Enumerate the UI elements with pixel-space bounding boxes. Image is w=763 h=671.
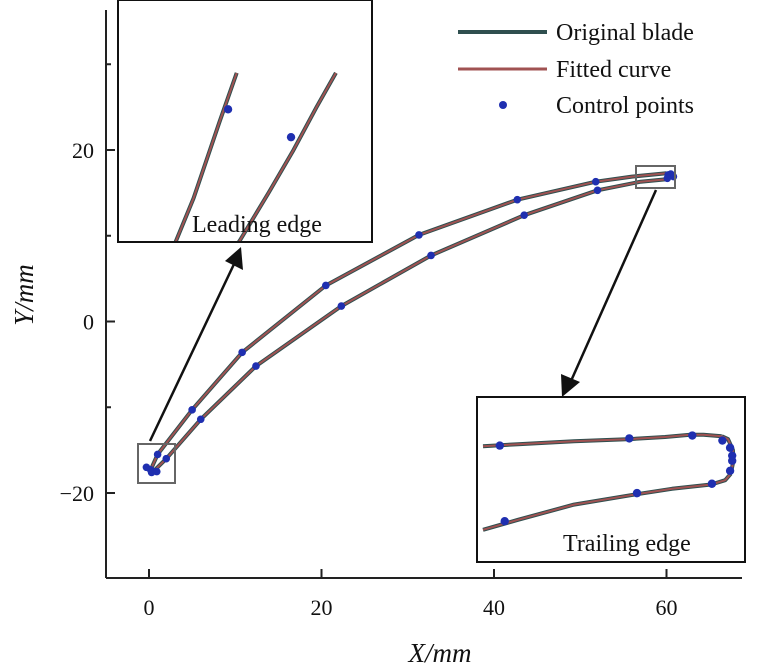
inset-control-point [707, 479, 717, 488]
legend-label-original: Original blade [556, 20, 694, 46]
control-point [152, 467, 161, 476]
control-point [513, 195, 522, 204]
control-points [142, 170, 678, 477]
control-point [663, 174, 672, 183]
inset-control-point [500, 517, 509, 526]
y-axis-title: Y/mm [9, 264, 39, 326]
control-point [196, 415, 205, 424]
x-axis-title: X/mm [408, 638, 472, 668]
pressure-side-fitted [149, 178, 667, 475]
legend: Original blade Fitted curve Control poin… [458, 20, 694, 119]
inset-control-point [162, 252, 170, 260]
inset-control-point [197, 279, 205, 287]
leading-edge-marker-box [137, 443, 176, 484]
control-point [252, 362, 260, 370]
control-point [188, 406, 196, 414]
inset-control-point [725, 466, 735, 475]
control-point [238, 348, 246, 357]
inset-control-point [223, 105, 233, 114]
trailing-edge-arrow [561, 189, 658, 397]
y-tick-label: 0 [83, 310, 94, 335]
ticks: 0 20 40 60 −20 0 20 [60, 63, 678, 620]
control-point [337, 302, 346, 310]
inset-control-point [718, 436, 727, 445]
inset-control-point [163, 305, 171, 313]
inset-control-point [176, 305, 184, 313]
trailing-edge-marker-box [635, 165, 676, 189]
curves [148, 171, 667, 476]
inset-control-point [168, 308, 176, 316]
control-point [322, 281, 330, 290]
control-point [591, 177, 600, 186]
inset-control-point [286, 132, 296, 142]
control-point [520, 211, 528, 219]
x-tick-label: 60 [656, 595, 678, 620]
control-point [153, 450, 162, 459]
y-tick-label: 20 [72, 138, 94, 163]
trailing-edge-inset-frame [476, 396, 746, 563]
trailing-edge-inset: Trailing edge [476, 396, 746, 563]
inset-control-point [158, 301, 166, 309]
inset-control-point [728, 456, 737, 465]
control-point [142, 463, 151, 472]
leading-edge-inset-tip-fitted [163, 283, 164, 308]
leading-edge-arrow [148, 247, 243, 442]
x-tick-label: 0 [144, 595, 155, 620]
leading-edge-label: Leading edge [192, 212, 322, 238]
x-tick-label: 20 [311, 595, 333, 620]
inset-control-point [161, 304, 169, 312]
leading-edge-inset-frame [117, 0, 373, 243]
inset-control-point [632, 488, 642, 498]
leading-edge-inset-pressure-fitted [238, 72, 337, 241]
trailing-edge-inset-pressure-fitted [482, 473, 732, 531]
leading-edge-inset: Leading edge [117, 0, 373, 316]
inset-control-point [156, 293, 164, 301]
control-point [593, 186, 602, 195]
y-tick-label: −20 [60, 481, 94, 506]
legend-swatch-points [499, 101, 507, 109]
x-tick-label: 40 [483, 595, 505, 620]
axes [105, 10, 742, 579]
control-point [427, 251, 435, 260]
control-point [162, 454, 171, 463]
leading-edge-inset-tip-original [163, 283, 164, 308]
inset-control-point [495, 441, 504, 450]
control-point [415, 231, 423, 239]
inset-control-point [688, 431, 697, 440]
legend-label-points: Control points [556, 93, 694, 119]
inset-control-point [625, 434, 634, 443]
trailing-edge-label: Trailing edge [563, 531, 691, 557]
suction-side-fitted [149, 172, 667, 471]
legend-label-fitted: Fitted curve [556, 57, 671, 83]
trailing-edge-inset-suction-fitted [482, 433, 722, 448]
inset-control-point [725, 443, 735, 452]
leading-edge-inset-suction-fitted [174, 72, 238, 241]
